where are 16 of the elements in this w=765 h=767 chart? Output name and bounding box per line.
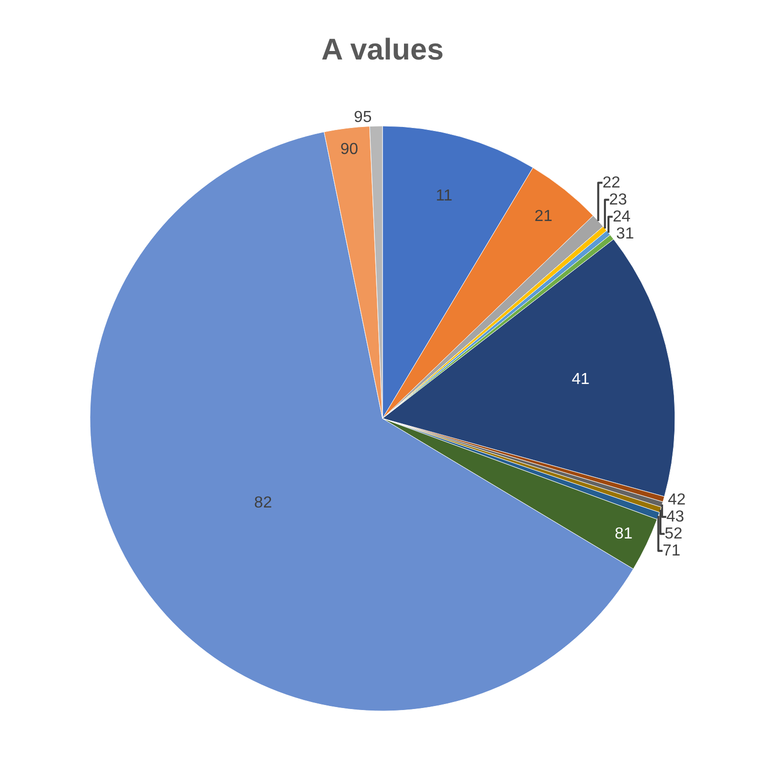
- chart-title: A values: [321, 33, 444, 66]
- slice-label: 22: [602, 174, 620, 192]
- slice-label: 71: [662, 542, 680, 560]
- slice-label: 41: [572, 370, 590, 388]
- slice-label: 21: [534, 208, 552, 225]
- slice-label: 11: [436, 187, 452, 204]
- slice-label: 82: [254, 494, 272, 512]
- slice-label: 31: [616, 225, 634, 242]
- slice-label: 90: [340, 140, 358, 158]
- slice-label: 43: [666, 508, 684, 526]
- slice-label: 81: [614, 525, 633, 542]
- slice-label: 42: [668, 491, 686, 508]
- slice-label: 95: [354, 109, 372, 126]
- slice-label: 23: [609, 191, 628, 208]
- slice-label: 52: [664, 525, 683, 542]
- slice-label: 24: [612, 208, 631, 226]
